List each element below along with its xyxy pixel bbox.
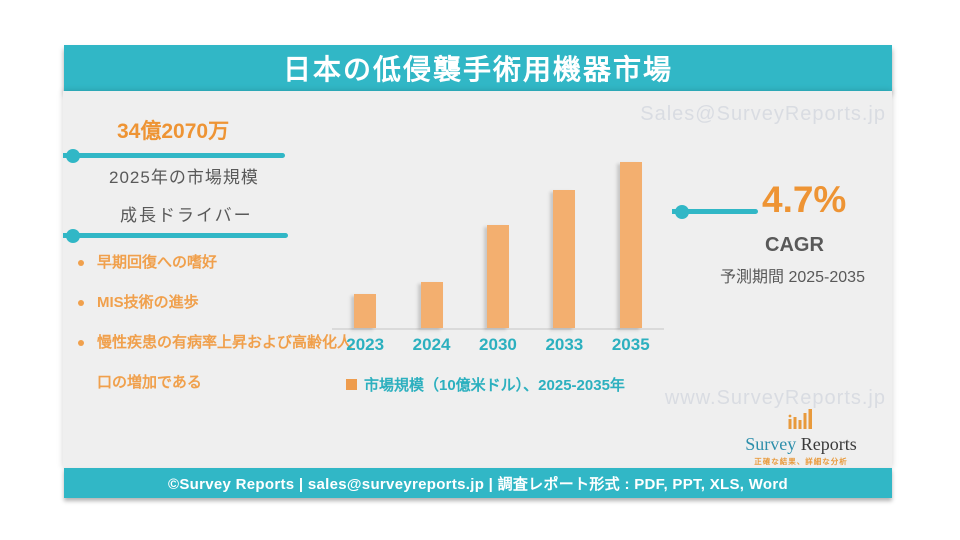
x-tick-2023: 2023: [346, 335, 385, 354]
growth-drivers-heading: 成長ドライバー: [120, 206, 253, 225]
market-size-label: 2025年の市場規模: [109, 168, 259, 187]
x-axis-labels: 2023 2024 2030 2033 2035: [332, 335, 664, 355]
bar-2030: [486, 225, 509, 328]
cagr-value: 4.7%: [762, 179, 847, 220]
logo-name: Survey Reports: [718, 434, 884, 455]
logo-bar-chart-icon: [788, 409, 812, 429]
divider-line-1: [63, 148, 285, 163]
footer-text: ©Survey Reports | sales@surveyreports.jp…: [167, 475, 788, 493]
bar-2023: [354, 294, 377, 328]
x-tick-2035: 2035: [611, 335, 650, 354]
bar-chart: 2023 2024 2030 2033 2035: [332, 156, 664, 355]
logo-tagline: 正確な結果、詳細な分析: [754, 457, 848, 466]
divider-line-3: [672, 204, 758, 219]
legend-label: 市場規模（10億米ドル）、2025-2035年: [364, 377, 625, 394]
logo-name-reports: Reports: [800, 434, 857, 454]
driver-item: 慢性疾患の有病率上昇および高齢化人口の増加である: [78, 323, 355, 403]
legend-marker-icon: [346, 379, 357, 390]
logo-name-survey: Survey: [745, 434, 797, 454]
footer-bar: ©Survey Reports | sales@surveyreports.jp…: [64, 468, 892, 498]
divider-dot-2: [66, 228, 80, 243]
driver-item: 早期回復への嗜好: [78, 243, 355, 283]
page-title: 日本の低侵襲手術用機器市場: [282, 54, 673, 85]
content-panel: Sales@SurveyReports.jp www.SurveyReports…: [63, 91, 892, 468]
driver-item: MIS技術の進歩: [78, 283, 355, 323]
divider-dot-1: [66, 148, 80, 163]
bar-2035: [619, 162, 642, 328]
growth-drivers-list: 早期回復への嗜好 MIS技術の進歩 慢性疾患の有病率上昇および高齢化人口の増加で…: [78, 243, 355, 403]
x-tick-2024: 2024: [412, 335, 451, 354]
bar-plot: [332, 156, 664, 330]
title-bar: 日本の低侵襲手術用機器市場: [64, 45, 892, 91]
survey-reports-logo: Survey Reports 正確な結果、詳細な分析: [718, 409, 884, 467]
cagr-label: CAGR: [765, 234, 824, 256]
divider-dot-3: [675, 204, 689, 219]
x-tick-2030: 2030: [479, 335, 517, 354]
chart-legend: 市場規模（10億米ドル）、2025-2035年: [346, 374, 625, 395]
watermark-bottom: www.SurveyReports.jp: [664, 387, 886, 409]
bar-2033: [553, 190, 576, 328]
watermark-top: Sales@SurveyReports.jp: [640, 103, 886, 125]
forecast-period: 予測期間 2025-2035: [720, 269, 865, 286]
divider-line-2: [63, 228, 288, 243]
x-tick-2033: 2033: [545, 335, 584, 354]
bar-2024: [420, 282, 443, 328]
market-size-value: 34億2070万: [117, 120, 230, 143]
